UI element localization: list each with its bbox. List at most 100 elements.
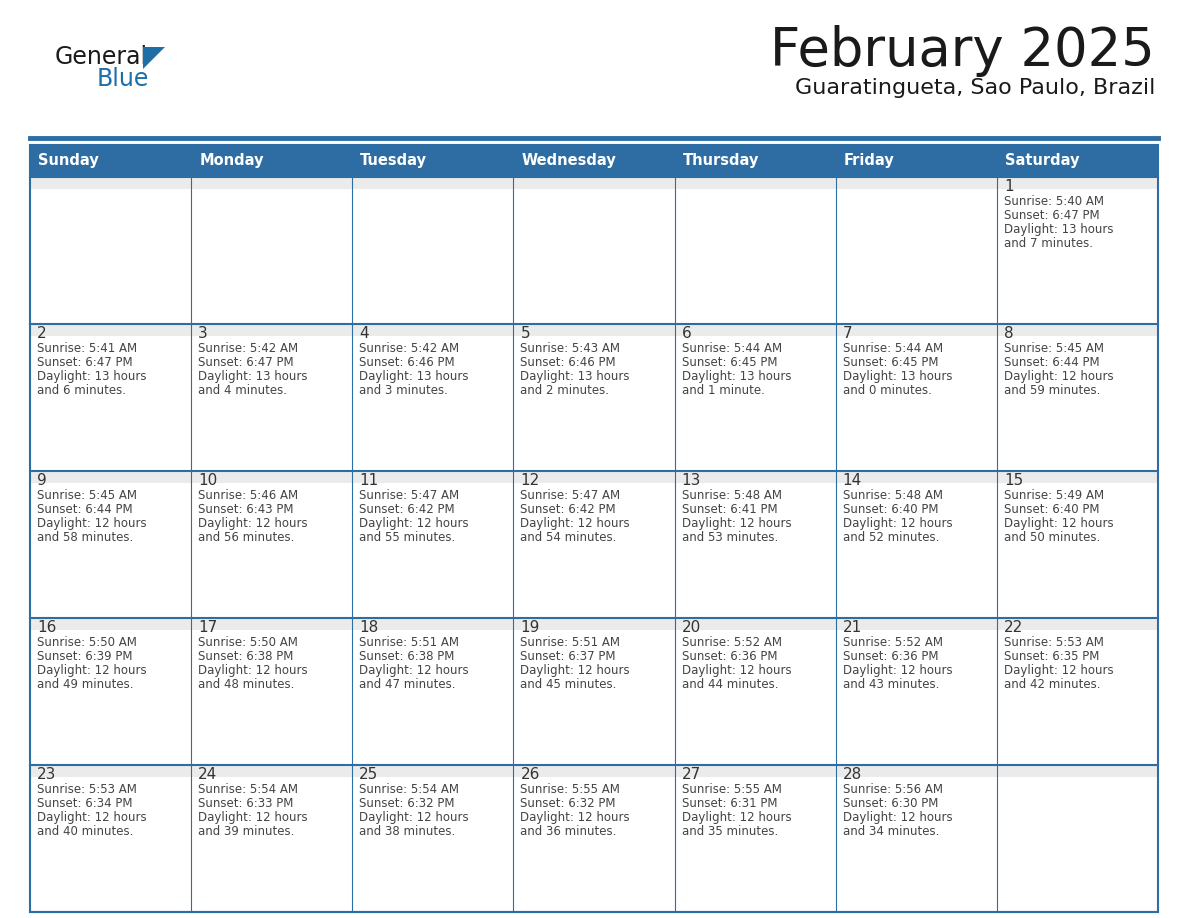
Text: Sunrise: 5:50 AM: Sunrise: 5:50 AM [198,636,298,649]
Text: and 0 minutes.: and 0 minutes. [842,384,931,397]
Bar [997,630,1158,765]
Bar [30,189,191,324]
Text: 16: 16 [37,620,56,635]
Bar [353,765,513,777]
Text: Blue: Blue [97,67,150,91]
Text: Tuesday: Tuesday [360,153,428,169]
Bar [513,630,675,765]
Bar [513,483,675,618]
Text: Sunrise: 5:51 AM: Sunrise: 5:51 AM [359,636,460,649]
Bar [191,177,353,189]
Bar [997,471,1158,483]
Bar [191,777,353,912]
Bar [997,777,1158,912]
Text: and 40 minutes.: and 40 minutes. [37,825,133,838]
Text: 19: 19 [520,620,539,635]
Text: 23: 23 [37,767,56,782]
Text: Sunrise: 5:50 AM: Sunrise: 5:50 AM [37,636,137,649]
Text: Sunrise: 5:40 AM: Sunrise: 5:40 AM [1004,195,1104,208]
Bar [513,177,675,189]
Text: 1: 1 [1004,179,1013,194]
Bar [30,471,191,483]
Bar [675,336,835,471]
Text: Sunset: 6:30 PM: Sunset: 6:30 PM [842,797,939,810]
Text: Sunday: Sunday [38,153,99,169]
Text: Daylight: 12 hours: Daylight: 12 hours [520,517,630,530]
Text: Daylight: 13 hours: Daylight: 13 hours [842,370,953,383]
Bar [675,324,835,336]
Text: Daylight: 12 hours: Daylight: 12 hours [37,811,146,824]
Bar [30,630,191,765]
Bar [191,618,353,630]
Bar [675,777,835,912]
Text: Daylight: 13 hours: Daylight: 13 hours [520,370,630,383]
Bar [30,145,1158,912]
Text: Sunset: 6:40 PM: Sunset: 6:40 PM [1004,503,1099,516]
Text: 22: 22 [1004,620,1023,635]
Text: Sunrise: 5:53 AM: Sunrise: 5:53 AM [1004,636,1104,649]
Text: Sunset: 6:44 PM: Sunset: 6:44 PM [1004,356,1099,369]
Text: Daylight: 12 hours: Daylight: 12 hours [682,664,791,677]
Text: and 47 minutes.: and 47 minutes. [359,678,456,691]
Text: Sunrise: 5:42 AM: Sunrise: 5:42 AM [198,342,298,355]
Text: and 56 minutes.: and 56 minutes. [198,531,295,544]
Text: 2: 2 [37,326,46,341]
Bar [835,777,997,912]
Text: Daylight: 12 hours: Daylight: 12 hours [359,517,469,530]
Text: and 39 minutes.: and 39 minutes. [198,825,295,838]
Text: 10: 10 [198,473,217,488]
Text: 8: 8 [1004,326,1013,341]
Bar [997,177,1158,189]
Bar [675,471,835,483]
Bar [835,336,997,471]
Text: 3: 3 [198,326,208,341]
Bar [191,765,353,777]
Text: Sunrise: 5:44 AM: Sunrise: 5:44 AM [842,342,943,355]
Bar [30,765,191,777]
Text: Sunset: 6:43 PM: Sunset: 6:43 PM [198,503,293,516]
Text: Daylight: 12 hours: Daylight: 12 hours [842,811,953,824]
Text: Daylight: 12 hours: Daylight: 12 hours [37,664,146,677]
Text: Daylight: 13 hours: Daylight: 13 hours [198,370,308,383]
Text: Sunset: 6:36 PM: Sunset: 6:36 PM [682,650,777,663]
Text: General: General [55,45,148,69]
Text: Daylight: 13 hours: Daylight: 13 hours [1004,223,1113,236]
Text: Friday: Friday [843,153,895,169]
Bar [513,336,675,471]
Text: Sunset: 6:40 PM: Sunset: 6:40 PM [842,503,939,516]
Text: Sunset: 6:37 PM: Sunset: 6:37 PM [520,650,615,663]
Text: Daylight: 13 hours: Daylight: 13 hours [37,370,146,383]
Text: 27: 27 [682,767,701,782]
Bar [835,630,997,765]
Bar [353,336,513,471]
Text: Sunset: 6:42 PM: Sunset: 6:42 PM [359,503,455,516]
Bar [191,324,353,336]
Text: Wednesday: Wednesday [522,153,617,169]
Text: Daylight: 12 hours: Daylight: 12 hours [1004,664,1113,677]
Text: Sunset: 6:47 PM: Sunset: 6:47 PM [37,356,133,369]
Text: Sunrise: 5:54 AM: Sunrise: 5:54 AM [198,783,298,796]
Text: Daylight: 12 hours: Daylight: 12 hours [682,517,791,530]
Text: 20: 20 [682,620,701,635]
Text: Daylight: 12 hours: Daylight: 12 hours [842,517,953,530]
Text: Sunset: 6:41 PM: Sunset: 6:41 PM [682,503,777,516]
Text: Sunrise: 5:49 AM: Sunrise: 5:49 AM [1004,489,1104,502]
Text: 28: 28 [842,767,862,782]
Text: 4: 4 [359,326,369,341]
Text: Monday: Monday [200,153,264,169]
Text: Sunrise: 5:47 AM: Sunrise: 5:47 AM [520,489,620,502]
Bar [353,471,513,483]
Bar [191,483,353,618]
Text: 17: 17 [198,620,217,635]
Bar [513,777,675,912]
Bar [675,177,835,189]
Text: Sunset: 6:45 PM: Sunset: 6:45 PM [682,356,777,369]
Text: Sunrise: 5:46 AM: Sunrise: 5:46 AM [198,489,298,502]
Text: Sunset: 6:35 PM: Sunset: 6:35 PM [1004,650,1099,663]
Bar [997,483,1158,618]
Bar [353,630,513,765]
Text: and 1 minute.: and 1 minute. [682,384,764,397]
Text: 11: 11 [359,473,379,488]
Bar [30,618,191,630]
Bar [30,483,191,618]
